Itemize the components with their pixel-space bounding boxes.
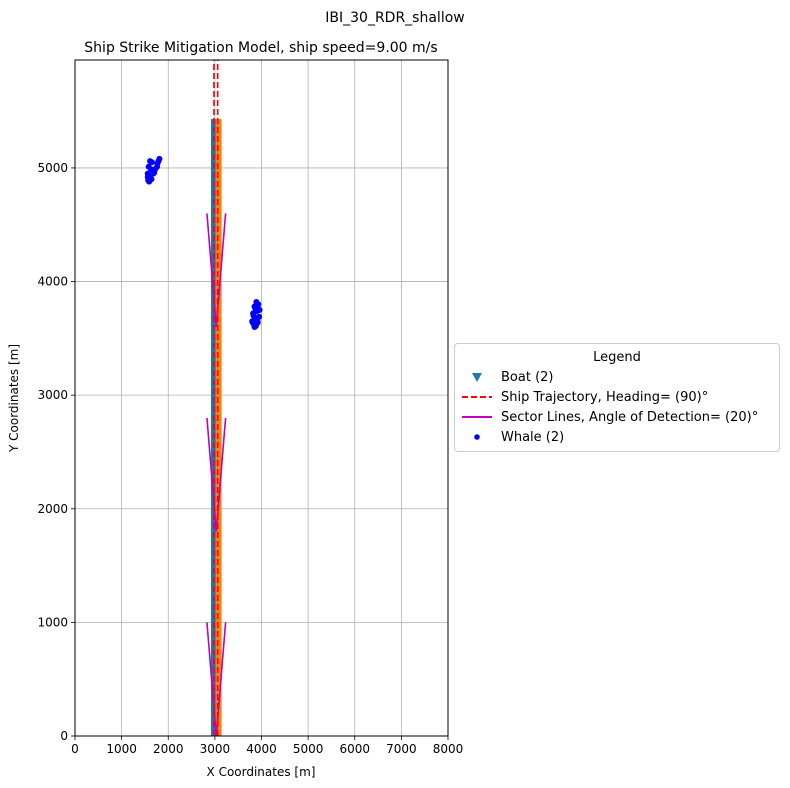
whale-point bbox=[156, 155, 163, 162]
legend-label-whale: Whale (2) bbox=[501, 429, 565, 445]
y-tick-label: 1000 bbox=[37, 615, 68, 629]
sector-line bbox=[215, 417, 227, 532]
x-tick-label: 1000 bbox=[106, 742, 137, 756]
x-axis-ticks: 0 1000 2000 3000 4000 5000 6000 7000 8000 bbox=[71, 736, 463, 756]
whale-point bbox=[254, 317, 261, 324]
plot-area bbox=[144, 60, 263, 737]
x-tick-label: 0 bbox=[71, 742, 79, 756]
whale-point bbox=[144, 174, 151, 181]
whale-point bbox=[250, 312, 257, 319]
dashed-line-icon bbox=[457, 387, 497, 407]
whale-dot-icon bbox=[457, 427, 497, 447]
legend-label-boat: Boat (2) bbox=[501, 369, 554, 385]
chart-title: Ship Strike Mitigation Model, ship speed… bbox=[84, 40, 437, 56]
y-tick-label: 0 bbox=[60, 729, 68, 743]
y-tick-label: 4000 bbox=[37, 275, 68, 289]
legend-item-boat: Boat (2) bbox=[455, 367, 779, 387]
x-tick-label: 5000 bbox=[293, 742, 324, 756]
boat-marker-icon bbox=[457, 367, 497, 387]
whale-point bbox=[148, 159, 155, 166]
y-axis-label: Y Coordinates [m] bbox=[7, 344, 21, 453]
solid-line-icon bbox=[457, 407, 497, 427]
x-tick-label: 8000 bbox=[433, 742, 464, 756]
legend: Legend Boat (2) Ship Trajectory, Heading… bbox=[454, 343, 780, 452]
whale-point bbox=[150, 170, 157, 177]
legend-item-sector: Sector Lines, Angle of Detection= (20)° bbox=[455, 407, 779, 427]
whale-point bbox=[249, 319, 256, 326]
legend-title: Legend bbox=[593, 350, 641, 365]
sector-line bbox=[206, 417, 218, 532]
whale-point bbox=[146, 178, 153, 185]
x-tick-label: 6000 bbox=[339, 742, 370, 756]
whale-point bbox=[251, 323, 258, 330]
legend-label-sector: Sector Lines, Angle of Detection= (20)° bbox=[501, 409, 759, 425]
legend-label-trajectory: Ship Trajectory, Heading= (90)° bbox=[501, 389, 709, 405]
x-tick-label: 2000 bbox=[153, 742, 184, 756]
y-tick-label: 2000 bbox=[37, 502, 68, 516]
y-tick-label: 5000 bbox=[37, 161, 68, 175]
y-axis-ticks: 0 1000 2000 3000 4000 5000 bbox=[37, 161, 75, 743]
chart-suptitle: IBI_30_RDR_shallow bbox=[325, 10, 464, 26]
whale-point bbox=[154, 160, 161, 167]
grid-lines bbox=[74, 60, 449, 737]
x-tick-label: 7000 bbox=[386, 742, 417, 756]
whale-point bbox=[252, 305, 259, 312]
whale-point bbox=[152, 166, 159, 173]
x-tick-label: 4000 bbox=[246, 742, 277, 756]
legend-item-whale: Whale (2) bbox=[455, 427, 779, 447]
legend-item-trajectory: Ship Trajectory, Heading= (90)° bbox=[455, 387, 779, 407]
y-tick-label: 3000 bbox=[37, 388, 68, 402]
x-axis-label: X Coordinates [m] bbox=[207, 765, 316, 779]
x-tick-label: 3000 bbox=[200, 742, 231, 756]
